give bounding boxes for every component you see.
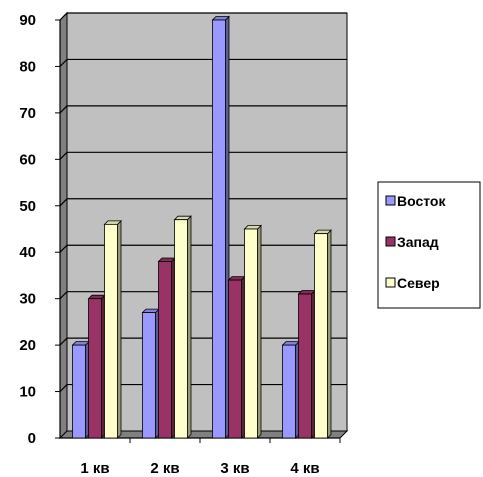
bar-top — [281, 341, 300, 346]
y-tick-label: 80 — [19, 58, 36, 75]
bar-top — [211, 16, 230, 21]
bar-top — [71, 341, 90, 346]
legend-label: Запад — [397, 234, 439, 250]
bar-top — [313, 229, 332, 235]
gridline — [59, 151, 347, 160]
gridline — [59, 198, 347, 207]
bar-top — [87, 294, 106, 300]
legend-swatch — [385, 236, 396, 247]
bar — [313, 229, 332, 439]
y-tick-label: 60 — [19, 151, 36, 168]
bar-front — [72, 344, 86, 439]
bar-front — [142, 312, 156, 439]
y-tick-label: 20 — [19, 337, 36, 354]
legend-swatch — [385, 195, 396, 206]
bar-side — [257, 224, 262, 439]
bar-front — [212, 19, 226, 439]
x-category-label: 4 кв — [290, 460, 319, 477]
y-tick-label: 0 — [28, 430, 36, 447]
bar-top — [141, 308, 160, 314]
bars — [71, 15, 332, 439]
legend-item: Север — [385, 275, 440, 291]
y-tick-label: 40 — [19, 244, 36, 261]
bar — [141, 308, 160, 439]
x-category-label: 2 кв — [150, 460, 179, 477]
y-tick-label: 70 — [19, 105, 36, 122]
bar — [103, 219, 122, 439]
legend-label: Восток — [397, 193, 446, 209]
y-tick-label: 50 — [19, 198, 36, 215]
bar-front — [158, 261, 172, 439]
bar-front — [314, 233, 328, 439]
bar — [87, 294, 106, 439]
bar — [227, 275, 246, 439]
bar-front — [88, 298, 102, 439]
bar — [173, 215, 192, 439]
bar-side — [117, 219, 122, 439]
bar-front — [298, 293, 312, 439]
bar — [243, 224, 262, 439]
bar — [281, 340, 300, 439]
bar-top — [103, 220, 122, 225]
bar-side — [187, 215, 192, 439]
y-tick-label: 30 — [19, 291, 36, 308]
y-axis-ticks: 0 10 20 30 40 50 60 70 80 90 — [19, 12, 60, 447]
bar — [297, 289, 316, 439]
bar-front — [244, 228, 258, 439]
y-tick-label: 10 — [19, 384, 36, 401]
x-category-label: 1 кв — [80, 460, 109, 477]
gridline — [59, 58, 347, 67]
bar-front — [282, 344, 296, 439]
bar — [157, 257, 176, 439]
bar-front — [228, 279, 242, 439]
bar-front — [104, 223, 118, 439]
bar-side — [327, 229, 332, 439]
bar — [71, 340, 90, 439]
bar-top — [243, 225, 262, 230]
legend-item: Восток — [385, 193, 446, 209]
legend-item: Запад — [385, 234, 439, 250]
bar-top — [227, 276, 246, 281]
bar-top — [157, 257, 176, 262]
bar-top — [297, 290, 316, 295]
y-tick-label: 90 — [19, 12, 36, 29]
bar — [211, 15, 230, 439]
x-category-label: 3 кв — [220, 460, 249, 477]
legend-swatch — [385, 277, 396, 288]
x-axis-categories: 1 кв 2 кв 3 кв 4 кв — [80, 438, 341, 477]
bar-front — [174, 219, 188, 439]
legend: Восток Запад Север — [377, 181, 481, 309]
bar-top — [173, 215, 192, 221]
gridline — [59, 12, 347, 21]
gridline — [59, 105, 347, 114]
side-wall — [59, 11, 68, 440]
legend-label: Север — [397, 275, 440, 291]
